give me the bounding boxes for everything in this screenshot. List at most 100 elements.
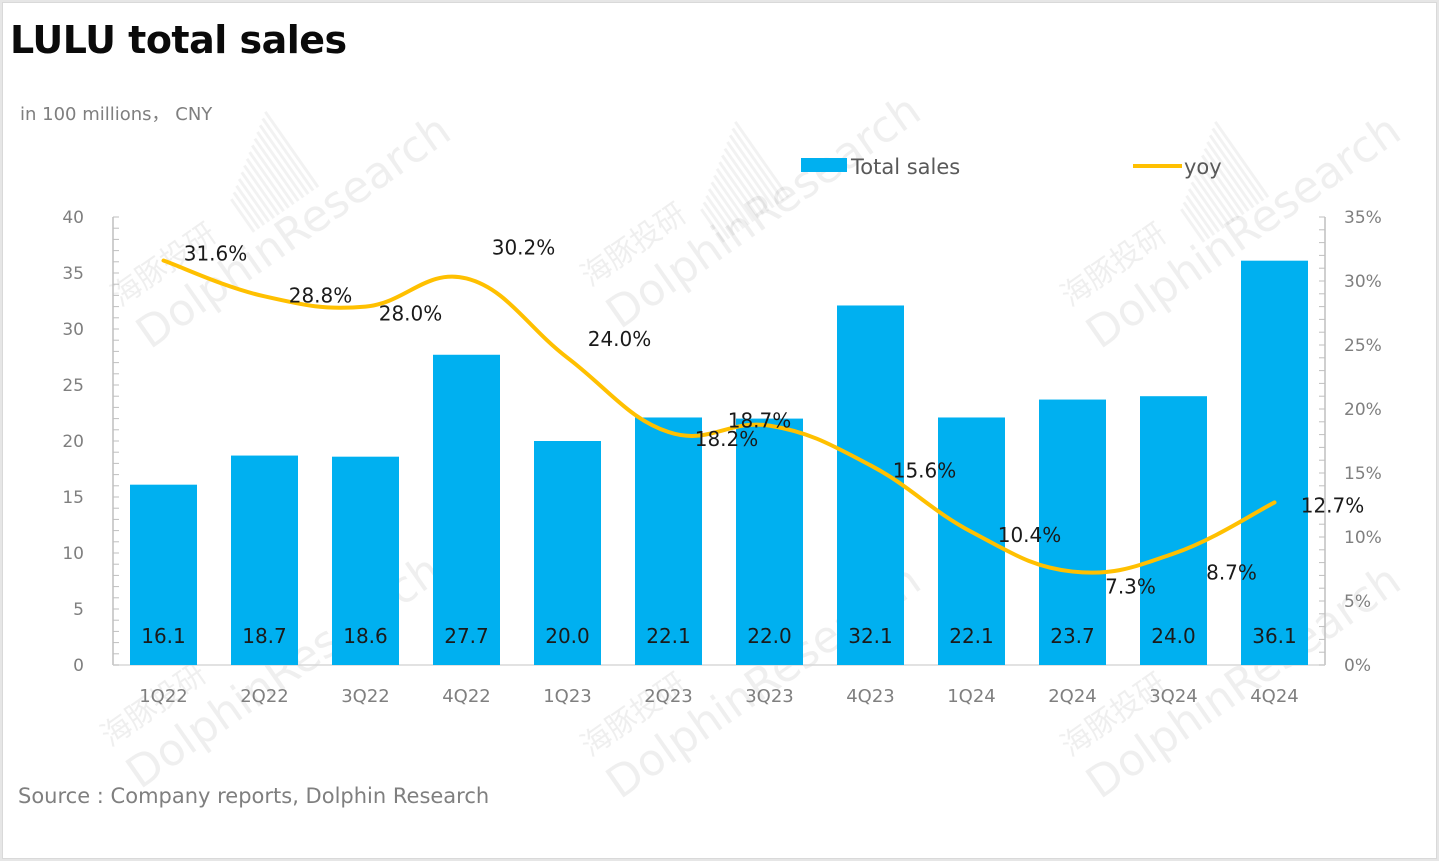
bar-data-label: 18.7 xyxy=(242,624,287,648)
bar-data-label: 20.0 xyxy=(545,624,590,648)
watermark-stripe xyxy=(235,184,266,226)
y-left-tick-label: 35 xyxy=(62,264,84,284)
watermark-stripe xyxy=(1203,147,1250,212)
bar-total-sales xyxy=(433,354,500,665)
yoy-data-label: 8.7% xyxy=(1206,561,1257,585)
bar-total-sales xyxy=(1241,260,1308,665)
watermark-stripes xyxy=(700,120,790,243)
watermark-stripe xyxy=(243,164,280,216)
x-tick-label: 4Q22 xyxy=(442,686,491,707)
bar-total-sales xyxy=(332,456,399,665)
watermark-stripe xyxy=(1195,167,1235,223)
y-right-tick-label: 35% xyxy=(1344,208,1382,228)
x-tick-label: 2Q22 xyxy=(240,686,289,707)
x-tick-label: 3Q22 xyxy=(341,686,390,707)
bar-total-sales xyxy=(1140,396,1207,665)
bar-data-label: 16.1 xyxy=(141,624,186,648)
bar-total-sales xyxy=(534,441,601,665)
y-left-tick-label: 5 xyxy=(73,600,84,620)
watermark-stripe xyxy=(1180,208,1206,243)
watermark-stripe xyxy=(1200,154,1245,216)
y-left-tick-label: 15 xyxy=(62,488,84,508)
y-left-tick-label: 10 xyxy=(62,544,84,564)
watermark-stripe xyxy=(723,147,770,212)
yoy-data-label: 18.7% xyxy=(728,409,792,433)
labels-layer: 16.1 18.7 18.6 27.7 20.0 22.1 22.0 32.1 22.1 23.7… xyxy=(141,235,1364,648)
watermark-stripe xyxy=(1198,161,1240,219)
y-right-tick-label: 5% xyxy=(1344,592,1371,612)
bar-total-sales xyxy=(938,417,1005,665)
yoy-data-label: 30.2% xyxy=(492,235,556,259)
yoy-data-label: 10.4% xyxy=(998,523,1062,547)
bar-data-label: 22.1 xyxy=(646,624,691,648)
bar-total-sales xyxy=(837,305,904,665)
watermark-stripe xyxy=(248,151,290,209)
watermark-stripe xyxy=(728,134,780,205)
y-left-tick-label: 20 xyxy=(62,432,84,452)
watermark-stripe xyxy=(710,181,746,230)
watermark-stripe xyxy=(1214,120,1270,199)
watermark-stripe xyxy=(702,201,731,240)
watermark-stripe xyxy=(700,208,726,243)
watermark-stripe xyxy=(1206,141,1255,209)
legend-label-total-sales: Total sales xyxy=(850,155,960,179)
watermark-stripe xyxy=(720,154,765,216)
y-right-tick-label: 25% xyxy=(1344,336,1382,356)
bar-data-label: 18.6 xyxy=(343,624,388,648)
watermark-stripe xyxy=(707,188,741,233)
watermark-stripe xyxy=(705,194,736,236)
bar-total-sales xyxy=(635,417,702,665)
y-left-tick-label: 0 xyxy=(73,656,84,676)
y-left-tick-label: 30 xyxy=(62,320,84,340)
watermark-stripe xyxy=(1211,127,1265,202)
bar-total-sales xyxy=(1039,399,1106,665)
watermark-stripe xyxy=(253,137,300,202)
y-right-tick-label: 15% xyxy=(1344,464,1382,484)
line-layer xyxy=(161,258,1277,575)
x-tick-label: 1Q24 xyxy=(947,686,996,707)
watermark-stripe xyxy=(237,178,271,223)
yoy-data-label: 28.0% xyxy=(379,302,443,326)
yoy-data-label: 15.6% xyxy=(893,458,957,482)
yoy-data-label: 31.6% xyxy=(184,242,248,266)
bar-data-label: 23.7 xyxy=(1050,624,1095,648)
bar-total-sales xyxy=(736,418,803,665)
bar-total-sales xyxy=(130,484,197,665)
source-note: Source : Company reports, Dolphin Resear… xyxy=(18,784,490,808)
bar-data-label: 24.0 xyxy=(1151,624,1196,648)
watermark-stripe xyxy=(734,120,790,199)
x-tick-label: 2Q24 xyxy=(1048,686,1097,707)
legend: Total sales yoy xyxy=(801,155,1222,179)
y-left-tick-label: 40 xyxy=(62,208,84,228)
legend-label-yoy: yoy xyxy=(1184,155,1222,179)
watermark-stripe xyxy=(1187,188,1221,233)
bar-data-label: 22.0 xyxy=(747,624,792,648)
watermark-stripe xyxy=(261,117,315,192)
watermark-stripe xyxy=(264,110,320,189)
watermark-stripe xyxy=(1182,201,1211,240)
watermark-stripe xyxy=(250,144,295,206)
chart-unit-subtitle: in 100 millions， CNY xyxy=(20,104,213,125)
x-tick-label: 1Q23 xyxy=(543,686,592,707)
watermark-stripe xyxy=(258,124,310,195)
bar-data-label: 27.7 xyxy=(444,624,489,648)
yoy-line xyxy=(161,258,1277,575)
watermark-stripe xyxy=(245,157,285,213)
x-tick-label: 2Q23 xyxy=(644,686,693,707)
y-right-tick-label: 0% xyxy=(1344,656,1371,676)
yoy-data-label: 24.0% xyxy=(588,327,652,351)
yoy-data-label: 12.7% xyxy=(1301,493,1365,517)
x-tick-label: 4Q24 xyxy=(1250,686,1299,707)
watermark-stripe xyxy=(1190,181,1226,230)
x-tick-label: 4Q23 xyxy=(846,686,895,707)
bar-data-label: 22.1 xyxy=(949,624,994,648)
watermark-stripe xyxy=(240,171,276,220)
bars-layer xyxy=(130,260,1308,665)
watermark-stripes xyxy=(230,110,320,233)
watermark-stripe xyxy=(731,127,785,202)
yoy-data-label: 7.3% xyxy=(1105,575,1156,599)
axes-layer: 0 5 10 15 20 25 30 35 40 0% 5% 10% 15% 20% 25% 30% 35% 1Q… xyxy=(62,208,1381,707)
bar-data-label: 36.1 xyxy=(1252,624,1297,648)
